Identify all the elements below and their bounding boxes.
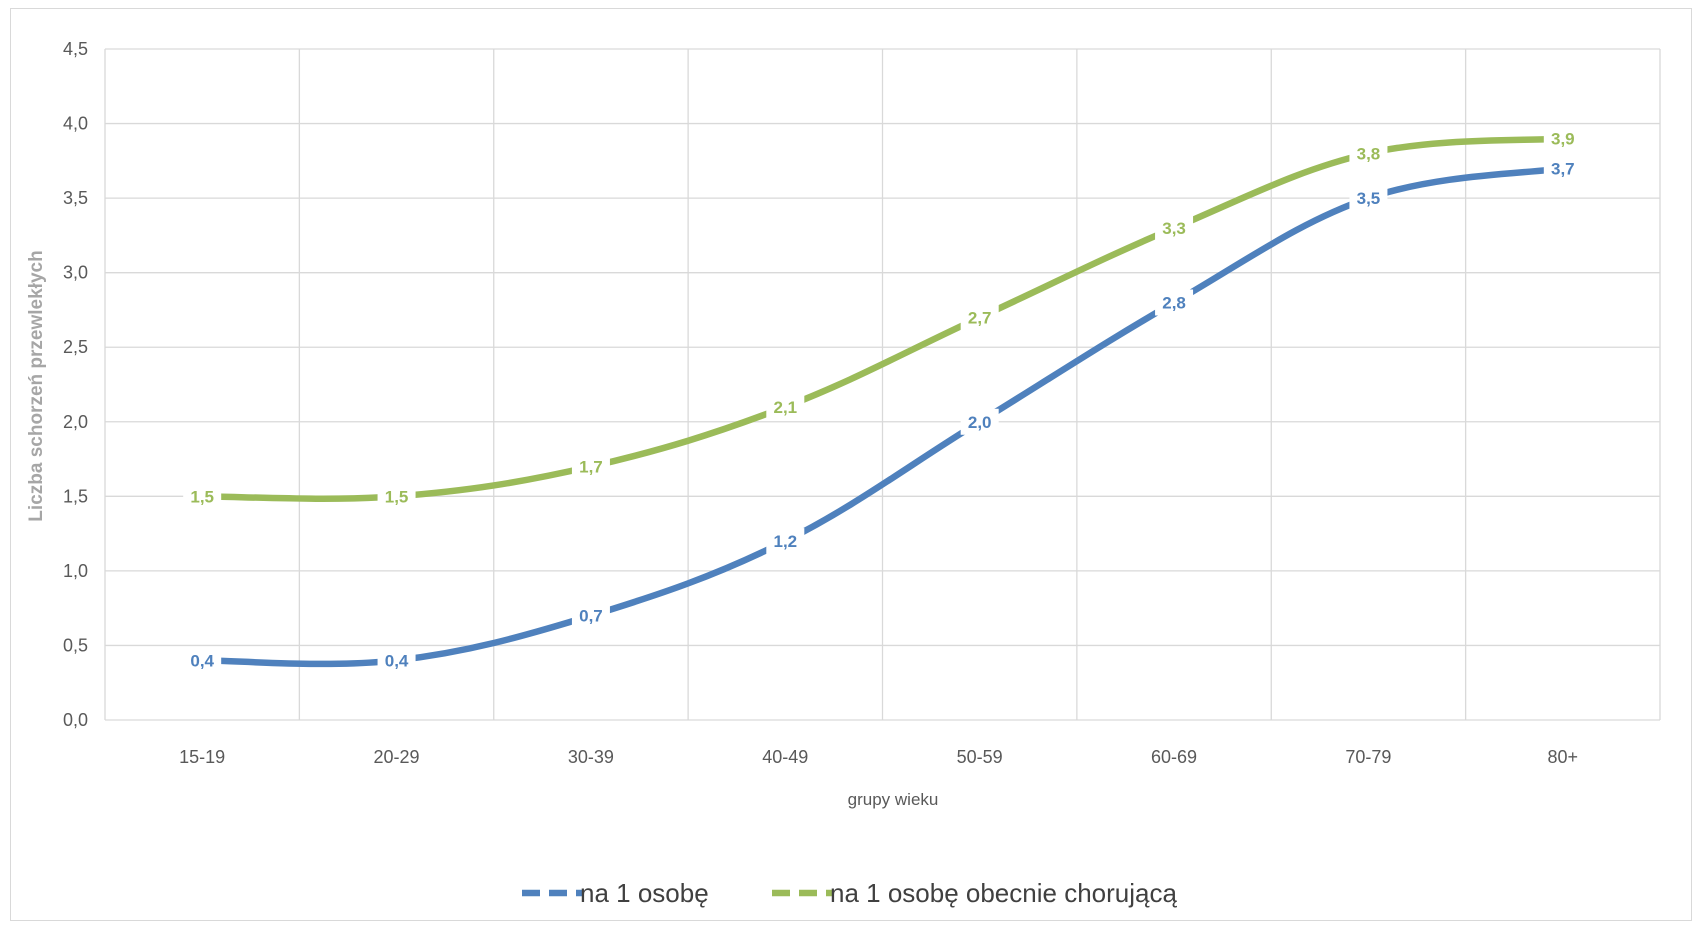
y-tick-label: 1,5 [63,486,88,506]
data-label: 0,4 [190,651,214,670]
x-tick-label: 60-69 [1151,747,1197,767]
x-tick-label: 30-39 [568,747,614,767]
data-label-background [1349,140,1388,167]
data-label: 3,8 [1357,144,1381,163]
data-label: 3,3 [1162,219,1186,238]
x-tick-label: 70-79 [1345,747,1391,767]
data-label-background [1155,289,1194,316]
y-tick-label: 3,0 [63,263,88,283]
data-label: 0,4 [385,651,409,670]
data-label-background [766,393,805,420]
y-tick-label: 1,0 [63,561,88,581]
x-tick-label: 80+ [1548,747,1579,767]
x-tick-label: 20-29 [374,747,420,767]
legend: na 1 osobę na 1 osobę obecnie chorującą [522,878,1177,908]
data-label-background [1543,155,1582,182]
data-label: 3,9 [1551,129,1575,148]
data-label-background [960,304,999,331]
data-label-background [377,483,416,510]
y-tick-label: 3,5 [63,188,88,208]
x-tick-label: 40-49 [762,747,808,767]
x-tick-label: 50-59 [957,747,1003,767]
y-tick-label: 0,0 [63,710,88,730]
data-label-background [766,528,805,555]
y-axis-title: Liczba schorzeń przewlekłych [26,250,47,521]
data-label-background [183,483,222,510]
data-label: 2,0 [968,413,992,432]
data-label: 2,1 [773,398,797,417]
data-label: 2,7 [968,308,992,327]
data-label-background [1155,214,1194,241]
data-label: 3,5 [1357,189,1381,208]
y-tick-label: 4,5 [63,39,88,59]
data-label: 1,5 [190,487,214,506]
data-label-background [571,453,610,480]
legend-label-1: na 1 osobę [580,878,709,908]
data-label-background [183,647,222,674]
data-label: 1,2 [773,532,797,551]
data-label-background [960,408,999,435]
series-line-2 [198,135,1567,502]
series-line-1 [198,165,1567,668]
data-label: 2,8 [1162,293,1186,312]
y-tick-label: 4,0 [63,114,88,134]
data-label: 1,5 [385,487,409,506]
data-label-background [1543,125,1582,152]
data-label: 0,7 [579,607,603,626]
data-label: 3,7 [1551,159,1575,178]
data-label-background [571,602,610,629]
chart-frame [10,8,1692,921]
legend-label-2: na 1 osobę obecnie chorującą [830,878,1177,908]
series-lines [198,135,1567,668]
y-tick-label: 0,5 [63,635,88,655]
data-label-background [377,647,416,674]
gridlines [104,48,1661,721]
data-label-background [1349,185,1388,212]
data-labels: 0,4 0,4 0,7 1,2 2,0 2,8 3,5 3,7 1,5 1,5 1,7 2,1 2,7 3… [183,125,1582,674]
axis-ticks: 0,0 0,5 1,0 1,5 2,0 2,5 3,0 3,5 4,0 4,5 15-19 20-29… [63,39,1578,767]
x-tick-label: 15-19 [179,747,225,767]
y-tick-label: 2,0 [63,412,88,432]
y-tick-label: 2,5 [63,337,88,357]
x-axis-title: grupy wieku [848,790,939,809]
data-label: 1,7 [579,458,603,477]
